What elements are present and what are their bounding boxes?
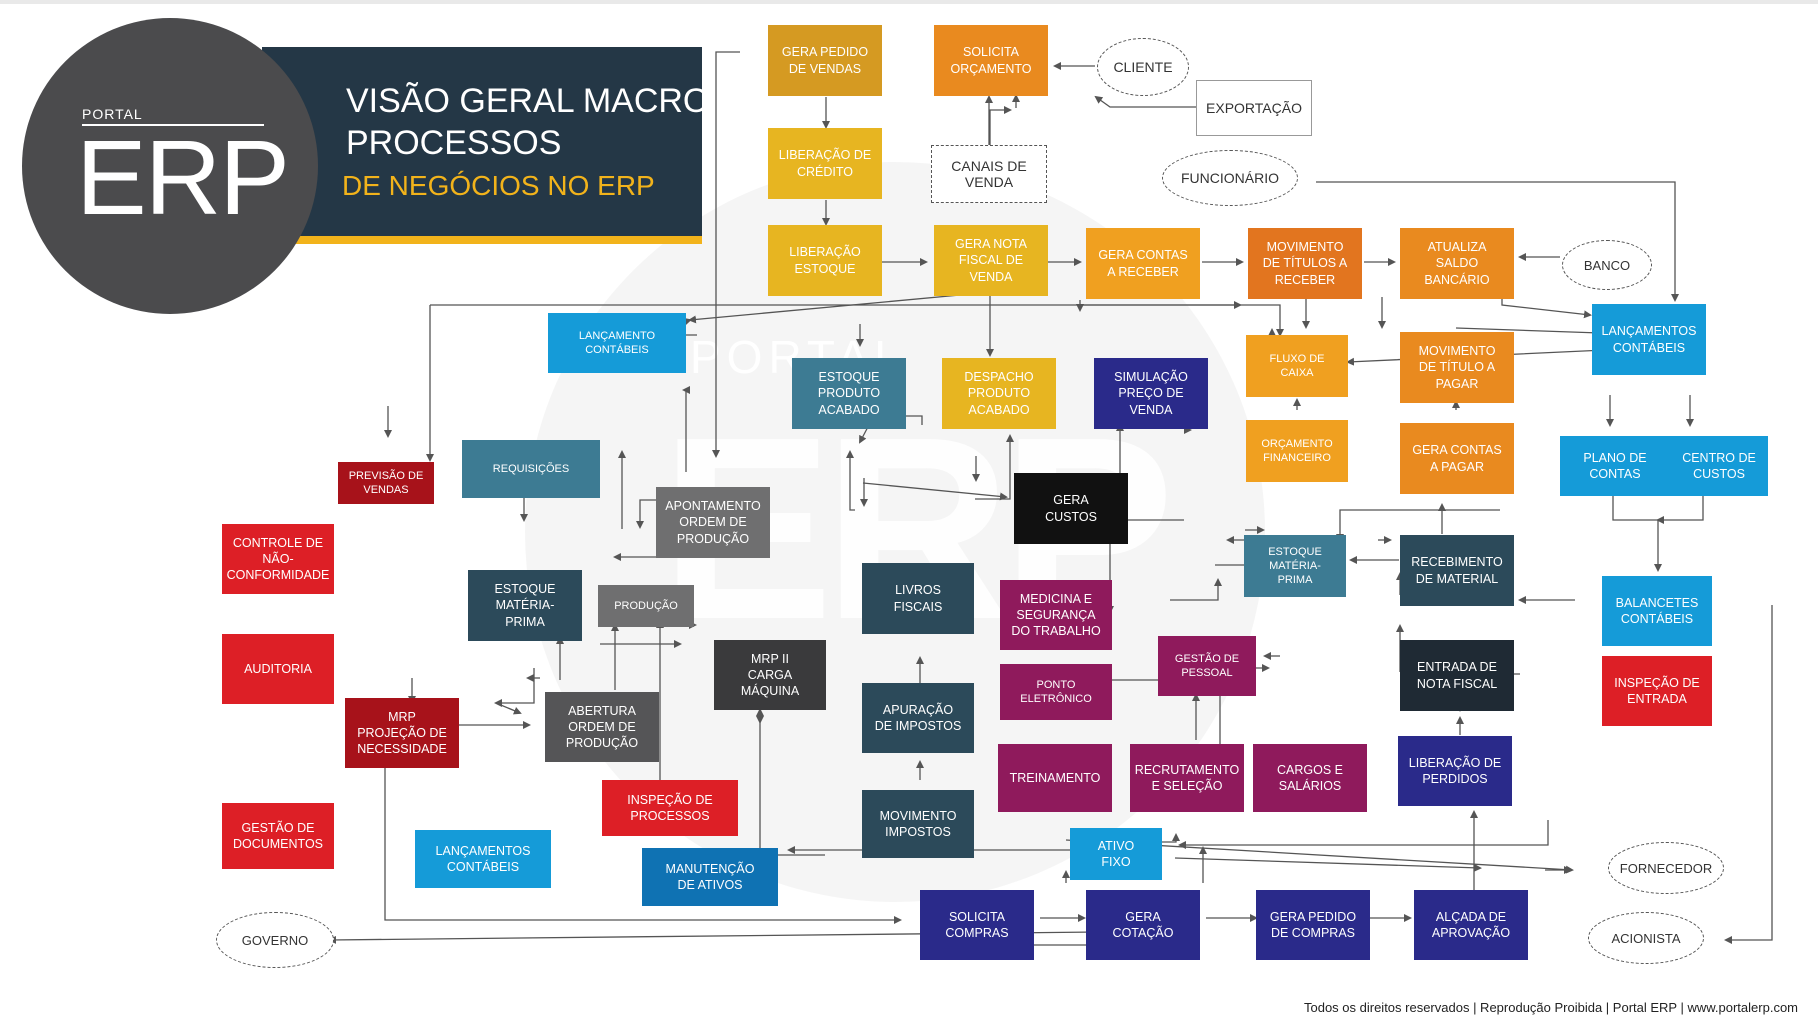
box-gera-pedido-vendas[interactable]: GERA PEDIDO DE VENDAS: [768, 25, 882, 96]
ext-acionista[interactable]: ACIONISTA: [1588, 912, 1704, 964]
box-mrp-ii-carga-maquina[interactable]: MRP II CARGA MÁQUINA: [714, 640, 826, 710]
box-apuracao-impostos[interactable]: APURAÇÃO DE IMPOSTOS: [862, 683, 974, 753]
box-gera-pedido-compras[interactable]: GERA PEDIDO DE COMPRAS: [1256, 890, 1370, 960]
box-gestao-pessoal[interactable]: GESTÃO DE PESSOAL: [1158, 636, 1256, 696]
logo-portal-text: PORTAL: [82, 106, 143, 122]
box-inspecao-entrada[interactable]: INSPEÇÃO DE ENTRADA: [1602, 656, 1712, 726]
box-gera-custos[interactable]: GERA CUSTOS: [1014, 473, 1128, 544]
box-fluxo-caixa[interactable]: FLUXO DE CAIXA: [1246, 335, 1348, 397]
box-movimento-impostos[interactable]: MOVIMENTO IMPOSTOS: [862, 790, 974, 858]
box-ativo-fixo[interactable]: ATIVO FIXO: [1070, 828, 1162, 880]
box-despacho-produto-acabado[interactable]: DESPACHO PRODUTO ACABADO: [942, 358, 1056, 429]
box-gera-cotacao[interactable]: GERA COTAÇÃO: [1086, 890, 1200, 960]
box-manutencao-ativos[interactable]: MANUTENÇÃO DE ATIVOS: [642, 848, 778, 906]
box-apontamento-ordem-producao[interactable]: APONTAMENTO ORDEM DE PRODUÇÃO: [656, 487, 770, 558]
box-solicita-orcamento[interactable]: SOLICITA ORÇAMENTO: [934, 25, 1048, 96]
box-alcada-aprovacao[interactable]: ALÇADA DE APROVAÇÃO: [1414, 890, 1528, 960]
box-plano-contas[interactable]: PLANO DE CONTAS: [1560, 436, 1670, 496]
page-title-line3: DE NEGÓCIOS NO ERP: [342, 170, 655, 201]
ext-funcionario[interactable]: FUNCIONÁRIO: [1162, 150, 1298, 206]
box-gera-nota-fiscal-venda[interactable]: GERA NOTA FISCAL DE VENDA: [934, 225, 1048, 296]
logo-divider: [82, 124, 264, 126]
box-centro-custos[interactable]: CENTRO DE CUSTOS: [1670, 436, 1768, 496]
ext-cliente[interactable]: CLIENTE: [1097, 38, 1189, 96]
box-entrada-nota-fiscal[interactable]: ENTRADA DE NOTA FISCAL: [1400, 640, 1514, 711]
box-cargos-salarios[interactable]: CARGOS E SALÁRIOS: [1253, 744, 1367, 812]
box-estoque-produto-acabado[interactable]: ESTOQUE PRODUTO ACABADO: [792, 358, 906, 429]
ext-governo[interactable]: GOVERNO: [216, 912, 334, 968]
footer-copyright: Todos os direitos reservados | Reproduçã…: [1303, 1000, 1798, 1015]
box-liberacao-credito[interactable]: LIBERAÇÃO DE CRÉDITO: [768, 128, 882, 199]
box-orcamento-financeiro[interactable]: ORÇAMENTO FINANCEIRO: [1246, 420, 1348, 482]
box-estoque-materia-prima-right[interactable]: ESTOQUE MATÉRIA- PRIMA: [1244, 535, 1346, 597]
box-estoque-materia-prima-left[interactable]: ESTOQUE MATÉRIA- PRIMA: [468, 570, 582, 641]
box-recrutamento-selecao[interactable]: RECRUTAMENTO E SELEÇÃO: [1130, 744, 1244, 812]
box-requisicoes[interactable]: REQUISIÇÕES: [462, 440, 600, 498]
box-atualiza-saldo-bancario[interactable]: ATUALIZA SALDO BANCÁRIO: [1400, 228, 1514, 299]
box-controle-nao-conformidade[interactable]: CONTROLE DE NÃO- CONFORMIDADE: [222, 524, 334, 594]
page-title-line1: VISÃO GERAL MACRO: [346, 82, 710, 120]
title-banner: [262, 47, 702, 239]
logo-erp-text: ERP: [76, 119, 290, 237]
box-recebimento-material[interactable]: RECEBIMENTO DE MATERIAL: [1400, 535, 1514, 606]
ext-fornecedor[interactable]: FORNECEDOR: [1608, 842, 1724, 894]
box-solicita-compras[interactable]: SOLICITA COMPRAS: [920, 890, 1034, 960]
box-movimento-titulo-pagar[interactable]: MOVIMENTO DE TÍTULO A PAGAR: [1400, 332, 1514, 403]
ext-banco[interactable]: BANCO: [1562, 240, 1652, 290]
top-border: [0, 0, 1818, 4]
box-abertura-ordem-producao[interactable]: ABERTURA ORDEM DE PRODUÇÃO: [545, 692, 659, 762]
box-medicina-seguranca[interactable]: MEDICINA E SEGURANÇA DO TRABALHO: [1000, 580, 1112, 650]
box-lancamento-contabeis-top[interactable]: LANÇAMENTO CONTÁBEIS: [548, 313, 686, 373]
box-liberacao-estoque[interactable]: LIBERAÇÃO ESTOQUE: [768, 225, 882, 296]
box-ponto-eletronico[interactable]: PONTO ELETRÔNICO: [1000, 664, 1112, 720]
page-title-line2: PROCESSOS: [346, 124, 562, 162]
box-auditoria[interactable]: AUDITORIA: [222, 634, 334, 704]
box-lancamentos-contabeis-bottom[interactable]: LANÇAMENTOS CONTÁBEIS: [415, 830, 551, 888]
box-treinamento[interactable]: TREINAMENTO: [998, 744, 1112, 812]
box-lancamentos-contabeis-right[interactable]: LANÇAMENTOS CONTÁBEIS: [1592, 304, 1706, 375]
box-balancetes-contabeis[interactable]: BALANCETES CONTÁBEIS: [1602, 576, 1712, 646]
box-livros-fiscais[interactable]: LIVROS FISCAIS: [862, 563, 974, 634]
box-simulacao-preco-venda[interactable]: SIMULAÇÃO PREÇO DE VENDA: [1094, 358, 1208, 429]
box-producao[interactable]: PRODUÇÃO: [598, 585, 694, 627]
box-mrp-projecao-necessidade[interactable]: MRP PROJEÇÃO DE NECESSIDADE: [345, 698, 459, 768]
title-accent-stripe: [262, 236, 702, 244]
box-liberacao-perdidos[interactable]: LIBERAÇÃO DE PERDIDOS: [1398, 736, 1512, 806]
box-gera-contas-receber[interactable]: GERA CONTAS A RECEBER: [1086, 228, 1200, 299]
box-inspecao-processos[interactable]: INSPEÇÃO DE PROCESSOS: [602, 780, 738, 836]
box-gestao-documentos[interactable]: GESTÃO DE DOCUMENTOS: [222, 803, 334, 869]
logo-circle: [22, 18, 318, 314]
box-movimento-titulos-receber[interactable]: MOVIMENTO DE TÍTULOS A RECEBER: [1248, 228, 1362, 299]
ext-canais-venda[interactable]: CANAIS DE VENDA: [931, 145, 1047, 203]
box-previsao-vendas[interactable]: PREVISÃO DE VENDAS: [338, 462, 434, 504]
ext-exportacao[interactable]: EXPORTAÇÃO: [1196, 80, 1312, 136]
box-gera-contas-pagar[interactable]: GERA CONTAS A PAGAR: [1400, 423, 1514, 494]
